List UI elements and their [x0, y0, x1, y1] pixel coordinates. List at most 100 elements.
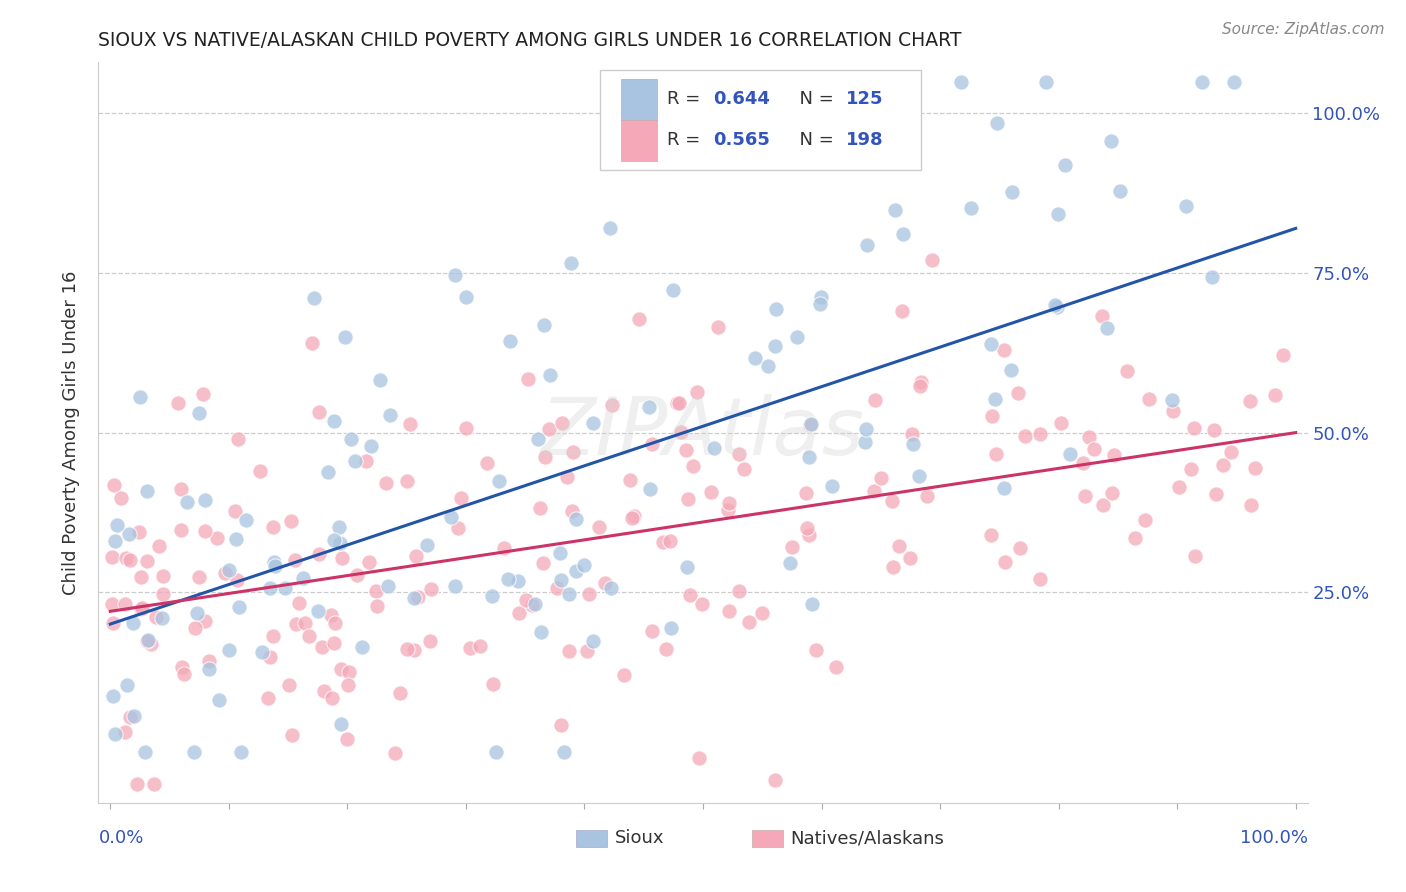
Point	[621, 511, 644, 525]
Point	[1175, 199, 1198, 213]
Point	[136, 554, 159, 568]
Point	[751, 606, 773, 620]
Point	[128, 390, 150, 404]
Point	[118, 709, 141, 723]
Point	[405, 549, 427, 563]
Point	[717, 503, 740, 517]
Point	[537, 422, 560, 436]
Point	[454, 290, 477, 304]
Point	[117, 527, 139, 541]
Point	[169, 482, 191, 496]
Point	[993, 343, 1015, 357]
Point	[915, 489, 938, 503]
Point	[198, 662, 221, 676]
Point	[685, 385, 707, 400]
Point	[142, 777, 165, 791]
Point	[908, 469, 931, 483]
Point	[882, 493, 904, 508]
Point	[959, 201, 981, 215]
Point	[782, 541, 804, 555]
Text: R =: R =	[666, 131, 706, 149]
Point	[668, 396, 690, 410]
Point	[582, 416, 605, 430]
Point	[619, 473, 641, 487]
Point	[194, 493, 217, 508]
Point	[321, 691, 343, 706]
Point	[799, 450, 821, 465]
Point	[396, 641, 419, 656]
Point	[550, 545, 572, 559]
Point	[335, 330, 357, 344]
Point	[235, 513, 257, 527]
Point	[134, 745, 156, 759]
Point	[366, 599, 388, 613]
Point	[517, 372, 540, 386]
Point	[561, 504, 583, 518]
Point	[228, 432, 250, 446]
Point	[641, 624, 664, 639]
Text: 0.565: 0.565	[713, 131, 769, 149]
Point	[1264, 388, 1286, 402]
Point	[278, 678, 301, 692]
Point	[980, 528, 1002, 542]
Point	[250, 645, 273, 659]
Point	[799, 418, 821, 433]
Point	[853, 435, 876, 450]
Point	[183, 745, 205, 759]
Point	[565, 564, 588, 578]
Point	[395, 474, 418, 488]
Point	[225, 532, 247, 546]
Point	[194, 524, 217, 538]
Point	[337, 678, 360, 692]
Point	[869, 471, 891, 485]
Point	[229, 745, 252, 759]
Text: 0.644: 0.644	[713, 90, 769, 109]
Point	[1180, 461, 1202, 475]
Point	[302, 291, 325, 305]
Text: N =: N =	[787, 90, 839, 109]
Point	[1008, 541, 1031, 556]
Point	[131, 602, 153, 616]
Point	[690, 598, 713, 612]
Point	[207, 531, 229, 545]
Point	[259, 650, 281, 665]
Point	[1035, 74, 1057, 88]
Point	[375, 475, 398, 490]
Point	[224, 504, 246, 518]
Point	[661, 284, 683, 298]
Point	[1047, 207, 1070, 221]
Point	[356, 453, 378, 467]
Point	[717, 496, 740, 510]
Point	[104, 533, 127, 548]
Point	[1161, 403, 1184, 417]
Point	[288, 597, 311, 611]
Point	[1000, 363, 1022, 377]
Point	[139, 637, 162, 651]
Point	[128, 524, 150, 539]
Point	[257, 691, 280, 706]
Point	[655, 641, 678, 656]
Point	[150, 610, 173, 624]
Point	[638, 482, 661, 496]
Point	[377, 578, 399, 592]
FancyBboxPatch shape	[621, 120, 657, 161]
Point	[718, 604, 741, 618]
Point	[364, 584, 387, 599]
Point	[688, 751, 710, 765]
Point	[475, 456, 498, 470]
Point	[1050, 416, 1073, 430]
Point	[700, 484, 723, 499]
Text: 198: 198	[845, 131, 883, 149]
Text: 125: 125	[845, 90, 883, 109]
Point	[538, 368, 561, 382]
Point	[613, 668, 636, 682]
Text: Source: ZipAtlas.com: Source: ZipAtlas.com	[1222, 22, 1385, 37]
Point	[346, 568, 368, 582]
Point	[529, 500, 551, 515]
Point	[531, 557, 554, 571]
Point	[301, 335, 323, 350]
Point	[488, 474, 510, 488]
Point	[214, 566, 236, 580]
Point	[166, 396, 188, 410]
Point	[765, 301, 787, 316]
